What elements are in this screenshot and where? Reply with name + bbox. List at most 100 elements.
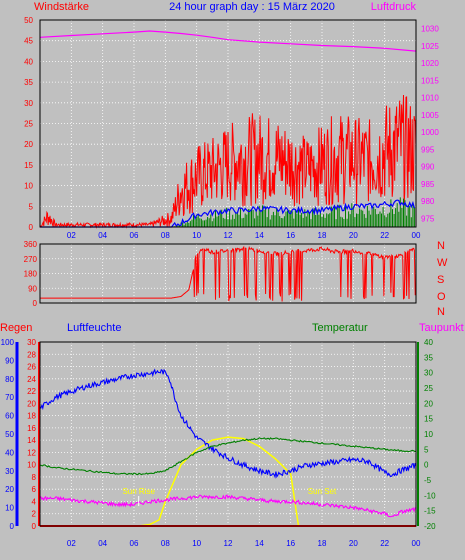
windstaerke-label: Windstärke <box>34 1 89 13</box>
p2-left-tick: 180 <box>24 270 38 279</box>
p1-x-tick: 16 <box>286 231 295 240</box>
p3-temp-tick: -10 <box>424 491 436 500</box>
dir-label-o: O <box>437 291 446 303</box>
p3-regen-tick: 16 <box>27 424 36 433</box>
p3-temp-tick: 40 <box>424 338 433 347</box>
p1-left-tick: 5 <box>29 202 34 211</box>
p1-left-tick: 0 <box>29 223 34 232</box>
p1-x-tick: 02 <box>67 231 76 240</box>
luftfeuchte-label: Luftfeuchte <box>67 322 121 334</box>
p3-humidity-tick: 50 <box>5 430 14 439</box>
p3-humidity-tick: 60 <box>5 412 14 421</box>
p3-regen-tick: 26 <box>27 363 36 372</box>
p3-temp-tick: 30 <box>424 369 433 378</box>
p3-humidity-tick: 90 <box>5 356 14 365</box>
p1-x-tick: 18 <box>318 231 327 240</box>
p1-left-tick: 10 <box>24 182 33 191</box>
p3-temp-tick: 25 <box>424 384 433 393</box>
p3-temp-tick: 35 <box>424 353 433 362</box>
p3-regen-tick: 8 <box>32 473 37 482</box>
p1-left-tick: 50 <box>24 16 33 25</box>
p1-left-tick: 35 <box>24 78 33 87</box>
p1-left-tick: 45 <box>24 37 33 46</box>
p1-right-tick: 1020 <box>421 59 439 68</box>
p1-right-tick: 980 <box>421 197 435 206</box>
p3-regen-tick: 14 <box>27 436 36 445</box>
p3-x-tick: 10 <box>192 539 201 548</box>
p3-regen-tick: 0 <box>32 522 37 531</box>
series-temperatur <box>39 437 416 476</box>
regen-label: Regen <box>0 322 32 334</box>
chart-marks: 0510152025303540455097598098599099510001… <box>1 16 440 548</box>
p1-x-tick: 20 <box>349 231 358 240</box>
p1-left-tick: 20 <box>24 140 33 149</box>
p1-x-tick: 06 <box>130 231 139 240</box>
p3-temp-tick: 0 <box>424 461 429 470</box>
p3-humidity-tick: 80 <box>5 375 14 384</box>
dir-label-w: W <box>437 257 448 269</box>
p3-humidity-tick: 70 <box>5 393 14 402</box>
p3-humidity-tick: 10 <box>5 504 14 513</box>
p1-right-tick: 1005 <box>421 111 439 120</box>
p1-right-tick: 1030 <box>421 25 439 34</box>
p3-regen-tick: 6 <box>32 485 37 494</box>
luftdruck-label: Luftdruck <box>371 1 417 13</box>
p2-frame <box>39 243 417 304</box>
p3-x-tick: 18 <box>318 539 327 548</box>
p1-x-tick: 22 <box>380 231 389 240</box>
series-wind-gust <box>172 197 415 227</box>
p3-x-tick: 14 <box>255 539 264 548</box>
p1-x-tick: 04 <box>98 231 107 240</box>
p3-regen-tick: 22 <box>27 387 36 396</box>
p1-right-tick: 1010 <box>421 94 439 103</box>
p3-humidity-tick: 40 <box>5 448 14 457</box>
p1-left-tick: 15 <box>24 161 33 170</box>
taupunkt-label: Taupunkt <box>419 322 464 334</box>
p3-regen-tick: 30 <box>27 338 36 347</box>
p3-frame <box>39 341 417 527</box>
p3-x-tick: 00 <box>412 539 421 548</box>
p3-temp-tick: -5 <box>424 476 432 485</box>
p1-right-tick: 975 <box>421 214 435 223</box>
p1-right-tick: 985 <box>421 180 435 189</box>
p2-left-tick: 270 <box>24 255 38 264</box>
p3-regen-tick: 12 <box>27 448 36 457</box>
p3-x-tick: 08 <box>161 539 170 548</box>
series-windrichtung <box>40 245 416 302</box>
p3-temp-tick: -15 <box>424 507 436 516</box>
p1-x-tick: 08 <box>161 231 170 240</box>
p1-right-tick: 1025 <box>421 42 439 51</box>
p3-regen-tick: 24 <box>27 375 36 384</box>
p3-humidity-tick: 30 <box>5 467 14 476</box>
p1-right-tick: 1015 <box>421 76 439 85</box>
p3-x-tick: 20 <box>349 539 358 548</box>
p1-x-tick: 00 <box>412 231 421 240</box>
p1-right-tick: 990 <box>421 163 435 172</box>
p3-humidity-tick: 0 <box>10 522 15 531</box>
series-taupunkt <box>39 494 417 518</box>
p1-left-tick: 40 <box>24 57 33 66</box>
p3-x-tick: 16 <box>286 539 295 548</box>
p3-regen-tick: 18 <box>27 412 36 421</box>
p1-left-tick: 25 <box>24 120 33 129</box>
p1-x-tick: 10 <box>192 231 201 240</box>
series-luftfeuchte <box>39 368 417 479</box>
sun-rise-label: Sun Rise <box>122 487 155 496</box>
p3-regen-tick: 20 <box>27 399 36 408</box>
p3-regen-tick: 28 <box>27 350 36 359</box>
p1-right-tick: 1000 <box>421 128 439 137</box>
p3-x-tick: 06 <box>130 539 139 548</box>
p3-temp-tick: 15 <box>424 415 433 424</box>
p3-humidity-tick: 100 <box>1 338 15 347</box>
dir-label-n-top: N <box>437 240 445 252</box>
p1-x-tick: 14 <box>255 231 264 240</box>
p3-x-tick: 12 <box>224 539 233 548</box>
p2-left-tick: 0 <box>33 299 38 308</box>
p1-frame <box>39 19 417 228</box>
p2-left-tick: 360 <box>24 240 38 249</box>
p2-left-tick: 90 <box>28 284 37 293</box>
chart-title: 24 hour graph day : 15 März 2020 <box>169 1 335 13</box>
series-luftdruck <box>39 30 417 52</box>
